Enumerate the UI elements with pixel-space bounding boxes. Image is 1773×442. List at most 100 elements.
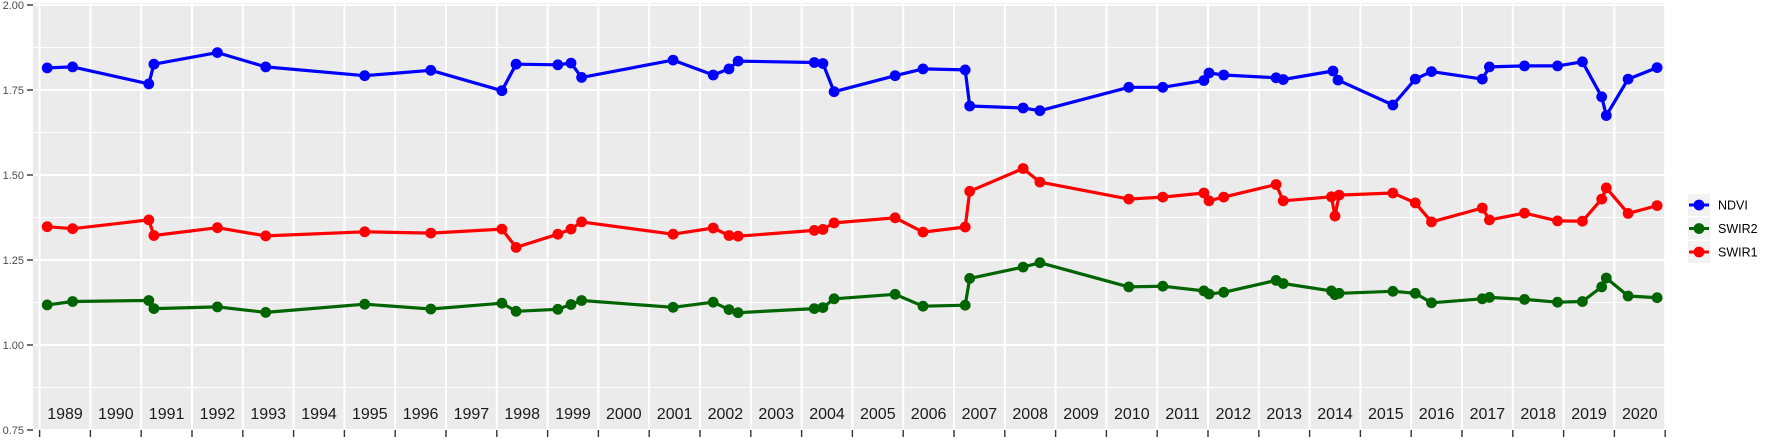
swir1-point	[1333, 189, 1345, 201]
swir2-point	[917, 300, 929, 312]
x-tick-label: 1991	[149, 406, 185, 423]
x-tick-label: 2008	[1012, 406, 1048, 423]
swir2-point	[425, 303, 437, 315]
x-tick-label: 2002	[708, 406, 744, 423]
swir2-point	[148, 303, 160, 314]
ndvi-point	[732, 55, 744, 67]
swir1-point	[732, 230, 744, 242]
swir2-point	[959, 299, 971, 311]
swir1-point	[1218, 191, 1230, 203]
x-tick-label: 2011	[1165, 406, 1200, 423]
swir1-point	[496, 223, 508, 235]
swir1-point	[1484, 214, 1495, 226]
x-tick-label: 2017	[1470, 406, 1506, 423]
swir1-point	[1203, 195, 1215, 207]
swir1-point	[1476, 202, 1488, 214]
x-tick-label: 2005	[860, 406, 896, 423]
ndvi-point	[1519, 60, 1530, 72]
swir2-point	[808, 303, 820, 314]
swir1-point	[889, 212, 901, 224]
ndvi-point	[260, 61, 272, 73]
swir1-point	[808, 225, 820, 236]
ndvi-point	[917, 63, 929, 75]
legend: NDVI SWIR2 SWIR1	[1688, 194, 1758, 263]
swir2-point	[496, 297, 508, 309]
legend-key-point	[1693, 246, 1705, 258]
swir1-point	[1277, 195, 1289, 207]
swir2-point	[1426, 297, 1437, 309]
swir2-point	[1651, 292, 1663, 304]
x-tick-label: 1989	[47, 406, 83, 423]
legend-entry-ndvi: NDVI	[1688, 194, 1748, 216]
swir1-point	[1034, 176, 1046, 188]
swir2-point	[1577, 296, 1588, 307]
x-tick-label: 2019	[1571, 406, 1607, 423]
y-axis-labels: 0.75 1.00 1.25 1.50 1.75 2.00	[3, 0, 24, 437]
swir1-point	[359, 226, 371, 238]
swir1-point	[1596, 193, 1608, 205]
x-tick-label: 2014	[1317, 406, 1353, 423]
y-tick-label: 2.00	[3, 0, 24, 12]
swir2-point	[1552, 296, 1563, 308]
swir2-point	[41, 299, 53, 311]
swir2-point	[1157, 280, 1169, 292]
ndvi-point	[889, 70, 901, 82]
swir1-point	[148, 230, 160, 241]
ndvi-point	[667, 54, 679, 66]
ndvi-point	[359, 70, 371, 82]
swir2-point	[1333, 287, 1345, 299]
ndvi-point	[1484, 61, 1495, 73]
x-tick-label: 1996	[403, 406, 439, 423]
swir2-point	[143, 295, 155, 306]
ndvi-point	[964, 100, 976, 112]
x-tick-label: 2012	[1216, 406, 1252, 423]
x-tick-label: 2006	[911, 406, 947, 423]
y-tick-label: 1.50	[3, 170, 24, 182]
ndvi-point	[808, 57, 820, 68]
swir1-point	[143, 214, 155, 226]
ndvi-point	[707, 69, 719, 81]
ndvi-point	[143, 78, 155, 90]
y-tick-label: 1.00	[3, 340, 24, 352]
swir1-point	[1552, 215, 1563, 227]
x-tick-label: 2009	[1063, 406, 1099, 423]
swir2-point	[576, 295, 587, 306]
ndvi-point	[1577, 56, 1588, 68]
ndvi-point	[1409, 73, 1421, 85]
ndvi-point	[510, 58, 522, 70]
ndvi-point	[959, 64, 971, 76]
swir1-point	[212, 222, 223, 234]
ndvi-point	[1157, 81, 1169, 93]
swir2-point	[828, 293, 840, 305]
swir1-point	[1270, 179, 1282, 190]
ndvi-point	[817, 58, 829, 69]
y-tick-label: 1.25	[3, 255, 24, 267]
swir2-point	[359, 298, 371, 310]
ndvi-point	[496, 85, 508, 97]
swir2-point	[817, 302, 829, 313]
y-tick-label: 1.75	[3, 85, 24, 97]
swir2-point	[707, 296, 719, 308]
x-tick-label: 1994	[301, 406, 337, 423]
legend-label-swir2: SWIR2	[1718, 222, 1758, 236]
swir2-point	[1218, 286, 1230, 298]
swir2-point	[565, 299, 577, 310]
ndvi-point	[828, 86, 840, 98]
swir1-point	[917, 226, 929, 238]
swir2-point	[1123, 281, 1135, 293]
swir1-point	[67, 223, 78, 235]
x-tick-label: 2007	[962, 406, 998, 423]
swir1-point	[964, 185, 976, 197]
swir2-point	[1484, 292, 1495, 303]
swir2-point	[723, 304, 735, 315]
ndvi-point	[1476, 73, 1488, 85]
swir1-point	[1329, 210, 1341, 222]
swir1-point	[1198, 187, 1210, 199]
swir1-point	[260, 230, 272, 242]
swir2-point	[1519, 294, 1530, 305]
gridlines-group	[33, 3, 1667, 431]
swir1-point	[959, 221, 971, 233]
